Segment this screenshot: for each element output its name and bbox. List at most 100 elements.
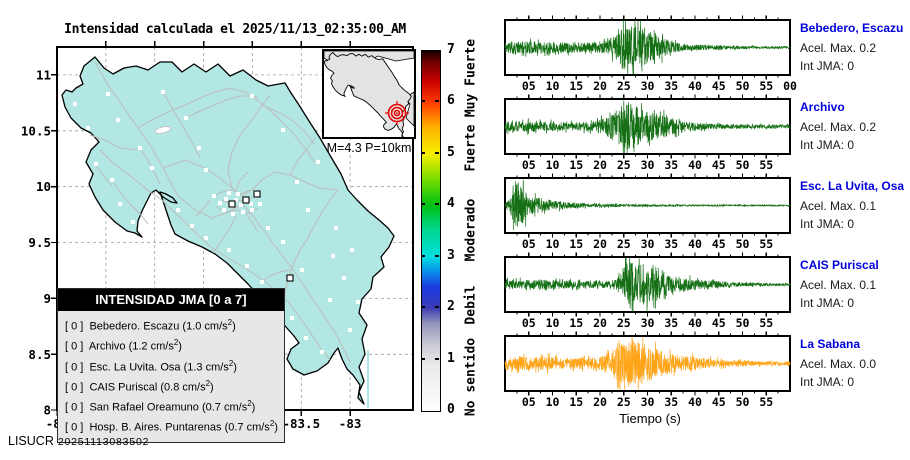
seismogram-tick-label: 05 (522, 316, 536, 330)
colorbar-tick (421, 151, 425, 154)
station-accel-label: Acel. Max. 0.0 (800, 357, 877, 371)
road-line (213, 189, 251, 197)
seismogram-tick-label: 45 (712, 316, 726, 330)
road-line (289, 137, 316, 176)
map-station-marker (236, 192, 240, 196)
seismogram-tick-label: 10 (546, 395, 560, 409)
road-line (94, 61, 179, 197)
seismogram-2: 05 10 15 20 25 30 35 40 45 50 55 (504, 94, 791, 172)
station-accel-label: Acel. Max. 0.1 (800, 278, 877, 292)
seismogram-tick-label: 25 (617, 395, 631, 409)
road-line (297, 314, 331, 361)
map-station-marker (356, 300, 360, 304)
seismogram-tick-label: 55 (759, 395, 773, 409)
footer: LISUCR 20251113083502 (8, 432, 149, 450)
map-station-marker (176, 208, 180, 212)
colorbar-tick (435, 357, 439, 360)
lake-arenal (154, 126, 172, 134)
seismogram-tick-label: 25 (617, 237, 631, 251)
seismogram-trace (504, 20, 791, 75)
map-station-marker (116, 118, 120, 122)
colorbar-tick (421, 357, 425, 360)
seismogram-tick-label: 15 (569, 316, 583, 330)
colorbar-number: 7 (447, 42, 455, 57)
road-line (251, 95, 315, 163)
road-line (337, 337, 351, 363)
map-station-marker (184, 242, 188, 246)
road-line (289, 237, 309, 275)
map-station-marker (110, 178, 114, 182)
seismogram-tick-label: 15 (569, 237, 583, 251)
seismogram-tick-label: 50 (736, 316, 750, 330)
map-station-marker (212, 194, 216, 198)
seismogram-tick-label: 50 (736, 237, 750, 251)
colorbar-number: 6 (447, 93, 455, 109)
seismogram-tick-label: 45 (712, 79, 726, 93)
map-station-marker (190, 224, 194, 228)
station-name-label: CAIS Puriscal (800, 258, 879, 272)
seismogram-tick-label: 35 (664, 237, 678, 251)
map-station-marker (118, 202, 122, 206)
map-station-marker-outlined (286, 274, 294, 282)
road-line (261, 104, 316, 146)
map-y-tick-label: 9.5 (28, 235, 51, 250)
seismogram-tick-label: 20 (593, 79, 607, 93)
seismogram-tick-label: 40 (688, 158, 702, 172)
map-station-marker (161, 90, 165, 94)
seismogram-trace (504, 179, 791, 231)
map-station-marker (245, 264, 249, 268)
map-station-marker (290, 316, 294, 320)
colorbar-tick (421, 203, 425, 206)
map-station-marker (138, 146, 142, 150)
map-y-tick-label: 8.5 (28, 347, 51, 362)
seismogram-tick-label: 05 (522, 79, 536, 93)
seismogram-tick-label: 30 (641, 79, 655, 93)
road-line (245, 213, 259, 233)
road-line (241, 171, 339, 197)
map-station-marker (348, 328, 352, 332)
map-station-marker (197, 146, 201, 150)
seismogram-tick-label: 40 (688, 79, 702, 93)
colorbar-tick (421, 306, 425, 309)
map-station-marker (212, 258, 216, 262)
station-accel-label: Acel. Max. 0.2 (800, 41, 877, 55)
map-station-marker-outlined (253, 190, 261, 198)
map-station-marker (131, 220, 135, 224)
seismogram-tick-label: 45 (712, 395, 726, 409)
seismogram-tick-label: 45 (712, 237, 726, 251)
road-line (307, 189, 339, 239)
time-axis-label: Tiempo (s) (619, 411, 681, 426)
seismogram-tick-label: 55 (759, 79, 773, 93)
map-station-marker (144, 230, 148, 234)
seismogram-tick-label: 25 (617, 79, 631, 93)
station-intensity-label: Int JMA: 0 (800, 138, 855, 152)
map-station-marker (334, 226, 338, 230)
colorbar-tick (421, 254, 425, 257)
map-station-marker (234, 198, 238, 202)
map-station-marker (224, 197, 228, 201)
seismogram-tick-label: 30 (641, 237, 655, 251)
seismogram-tick-label: 35 (664, 79, 678, 93)
map-station-marker (222, 208, 226, 212)
station-name-label: Archivo (800, 100, 845, 114)
map-y-tick-label: 10 (36, 179, 51, 194)
seismogram-trace (504, 257, 791, 312)
seismogram-4: 05 10 15 20 25 30 35 40 45 50 55 (504, 252, 791, 330)
road-line (89, 134, 139, 151)
seismogram-tick-label: 55 (759, 237, 773, 251)
map-station-marker (250, 94, 254, 98)
seismogram-5: 05 10 15 20 25 30 35 40 45 50 55 (504, 331, 791, 409)
colorbar-number: 0 (447, 402, 455, 417)
legend-item: [ 0 ] Esc. La Uvita. Osa (1.3 cm/s2) (65, 358, 237, 374)
station-accel-label: Acel. Max. 0.2 (800, 120, 877, 134)
road-line (99, 149, 151, 193)
map-station-marker (227, 248, 231, 252)
map-station-marker (198, 252, 202, 256)
map-station-marker (250, 208, 254, 212)
map-station-marker (227, 191, 231, 195)
seismogram-tick-label: 40 (688, 316, 702, 330)
map-station-marker-outlined (228, 200, 236, 208)
seismogram-tick-label: 30 (641, 158, 655, 172)
intensity-map: -86-85.5-85-84.5-84-83.5-831110.5109.598… (21, 41, 416, 431)
